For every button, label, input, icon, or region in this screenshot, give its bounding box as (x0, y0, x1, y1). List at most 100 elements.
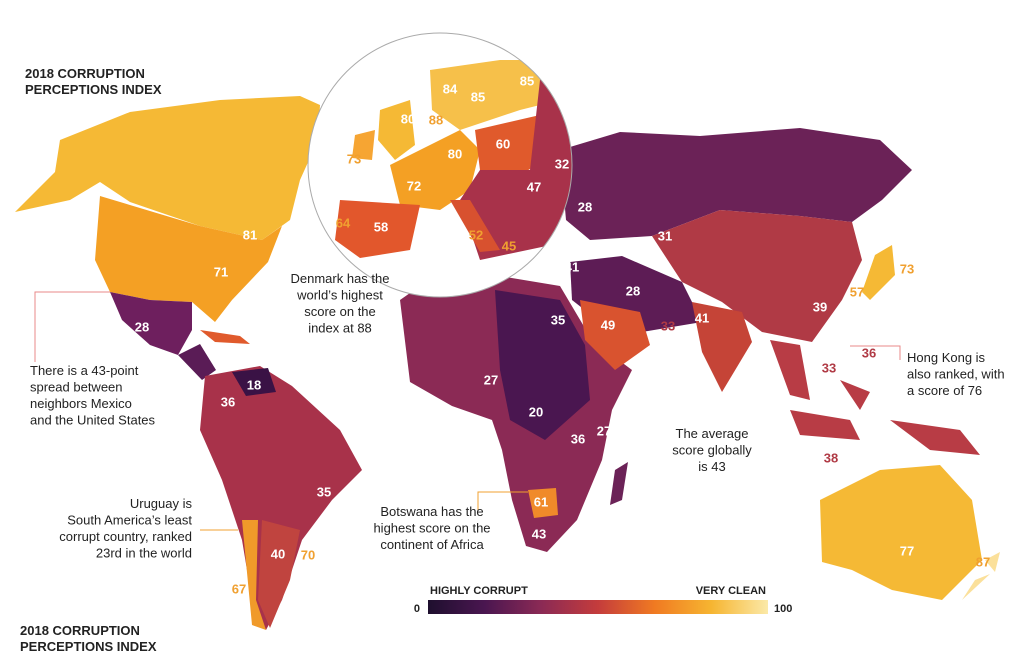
mexico (110, 292, 192, 355)
legend-high-label: VERY CLEAN (696, 585, 766, 597)
annotation-line: corrupt country, ranked (59, 529, 192, 544)
leader-line (477, 491, 528, 510)
score-label: 71 (214, 264, 228, 279)
legend-min: 0 (414, 603, 420, 615)
annotation-line: spread between (30, 380, 123, 395)
annotation-line: South America’s least (67, 513, 192, 528)
score-label: 49 (601, 317, 615, 332)
score-label: 45 (502, 238, 516, 253)
annotation-line: Hong Kong is (907, 350, 986, 365)
annotation-line: highest score on the (373, 521, 490, 536)
score-label: 41 (565, 259, 579, 274)
western-europe (390, 130, 480, 210)
score-label: 64 (336, 215, 351, 230)
annotation-line: There is a 43-point (30, 363, 139, 378)
score-label: 70 (301, 547, 315, 562)
score-label: 87 (976, 554, 990, 569)
score-label: 27 (484, 372, 498, 387)
score-label: 58 (374, 219, 388, 234)
score-label: 38 (824, 450, 838, 465)
score-label: 33 (661, 318, 675, 333)
score-label: 60 (496, 136, 510, 151)
annotation-line: The average (676, 426, 749, 441)
annotation-line: 23rd in the world (96, 546, 192, 561)
chile (242, 520, 266, 630)
eastern-europe (460, 70, 572, 260)
score-label: 67 (232, 581, 246, 596)
madagascar (610, 462, 628, 505)
ireland (352, 130, 375, 160)
score-label: 28 (578, 199, 592, 214)
score-label: 81 (243, 227, 257, 242)
score-label: 27 (597, 423, 611, 438)
score-label: 57 (850, 284, 864, 299)
annotation-line: score on the (304, 304, 376, 319)
leader-line (34, 291, 110, 362)
score-label: 28 (135, 319, 149, 334)
usa (95, 196, 282, 322)
score-label: 73 (347, 151, 361, 166)
score-label: 80 (401, 111, 415, 126)
land (15, 32, 1000, 630)
score-label: 36 (221, 394, 235, 409)
annotation-line: index at 88 (308, 321, 372, 336)
score-label: 77 (900, 543, 914, 558)
score-label: 85 (471, 89, 485, 104)
annotation-line: a score of 76 (907, 383, 982, 398)
east-asia (652, 210, 862, 342)
south-america (200, 366, 362, 630)
annotation-line: and the United States (30, 413, 156, 428)
central-europe (475, 115, 545, 175)
italy (450, 200, 500, 252)
score-label: 32 (555, 156, 569, 171)
japan (862, 245, 895, 300)
score-label: 18 (247, 377, 261, 392)
score-label: 31 (658, 228, 672, 243)
central-america (178, 344, 216, 380)
europe-inset (308, 33, 572, 297)
legend-gradient (428, 600, 768, 614)
annotation-line: Botswana has the (380, 504, 483, 519)
score-label: 80 (448, 146, 462, 161)
title: 2018 CORRUPTION (25, 66, 145, 81)
botswana (528, 488, 558, 518)
footer-title: 2018 CORRUPTION (20, 623, 140, 638)
score-label: 43 (532, 526, 546, 541)
title: PERCEPTIONS INDEX (25, 82, 162, 97)
argentina (258, 520, 300, 628)
score-label: 47 (527, 179, 541, 194)
leader-lines (34, 291, 901, 531)
russia (560, 128, 912, 240)
score-label: 28 (626, 283, 640, 298)
score-label: 73 (900, 261, 914, 276)
annotation-line: Denmark has the (291, 271, 390, 286)
score-label: 41 (695, 310, 709, 325)
legend-max: 100 (774, 603, 792, 615)
score-label: 39 (813, 299, 827, 314)
score-label: 36 (571, 431, 585, 446)
score-label: 72 (407, 178, 421, 193)
score-labels: 84 85 85 80 88 73 80 60 32 72 47 64 58 52 45 28 31 41 73 57… (135, 73, 990, 596)
score-label: 40 (271, 546, 285, 561)
annotation-line: neighbors Mexico (30, 396, 132, 411)
score-label: 88 (429, 112, 443, 127)
canada (15, 96, 320, 240)
venezuela (232, 368, 276, 396)
score-label: 35 (551, 312, 565, 327)
annotation-line: Uruguay is (130, 496, 193, 511)
annotation-line: also ranked, with (907, 367, 1005, 382)
score-label: 33 (822, 360, 836, 375)
score-label: 61 (534, 494, 548, 509)
annotation-line: score globally (672, 443, 752, 458)
score-label: 35 (317, 484, 331, 499)
arabia (580, 300, 650, 370)
annotation-line: continent of Africa (380, 537, 484, 552)
leader-line (850, 345, 901, 360)
score-label: 84 (443, 81, 458, 96)
africa-dark (495, 290, 590, 440)
southeast-asia (770, 340, 980, 455)
legend: HIGHLY CORRUPT VERY CLEAN 0 100 (414, 585, 792, 615)
